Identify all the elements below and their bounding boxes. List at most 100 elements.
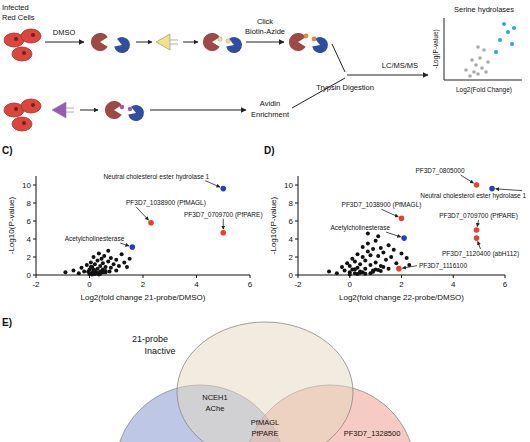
label: -Log(P-value) [432,29,440,68]
label: Biotin-Azide [245,27,285,36]
point [112,262,116,266]
parasite [31,33,35,37]
y-tick-label: 8 [27,199,32,208]
y-tick-label: 6 [289,217,294,226]
point [106,260,110,264]
x-tick-label: 2 [399,280,404,289]
annotation: Neutral cholesterol ester hydrolase 1 [420,192,526,200]
label: Serine hydrolases [454,5,514,14]
point [120,252,124,256]
point [106,249,110,253]
label: LC/MS/MS [382,61,418,70]
y-axis [36,176,37,275]
label: Log2(Fold Change) [456,86,512,94]
icon-dot [506,30,510,34]
point [114,258,118,262]
probe [52,102,66,118]
bound-probe [128,107,132,111]
y-tick [295,275,298,276]
red-cell [12,117,32,131]
arrow [347,74,428,75]
y-tick-label: 0 [27,271,32,280]
icon-dot [484,70,488,74]
y-tick [33,257,36,258]
point [387,267,391,271]
icon-dot [476,72,480,76]
icon-dot [472,70,476,74]
annotation-arrow [136,207,149,220]
red-cell [21,99,41,113]
point [381,251,385,255]
point [97,273,101,277]
point [63,270,67,274]
y-tick [33,239,36,240]
venn-item: AChe [206,404,225,413]
annotation: PF3D7_0709700 (PfPARE) [439,212,518,220]
point [396,266,402,272]
y-tick [295,185,298,186]
label: Click [257,17,273,26]
y-tick-label: 4 [289,235,294,244]
y-tick-label: 4 [27,235,32,244]
point [384,258,388,262]
point [108,269,112,273]
red-cell [21,29,41,43]
annotation-arrow [120,243,129,246]
label: Infected [2,3,29,12]
point [376,234,380,238]
x-tick-label: 6 [503,280,508,289]
point [130,244,136,250]
biotin [312,37,317,42]
point [363,267,367,271]
y-tick [33,203,36,204]
x-tick [196,275,197,278]
venn-set-label: Inactive [144,346,175,356]
point [97,251,101,255]
parasite [22,121,26,125]
x-tick-label: 0 [348,280,353,289]
point [401,235,407,241]
venn-item: PfMAGL [251,418,279,427]
point [101,261,105,265]
y-tick-label: 10 [284,181,293,190]
point [376,254,380,258]
point [101,270,105,274]
figure: InfectedRed CellsDMSOClickBiotin-AzideAv… [0,0,530,442]
x-tick-label: -2 [32,280,40,289]
arrow [246,41,284,42]
x-tick-label: -2 [294,280,302,289]
point [387,243,391,247]
point [89,265,93,269]
y-tick [295,257,298,258]
label: DMSO [53,28,76,37]
panel-label: C) [2,145,13,156]
y-axis-title: -Log10(P-value) [7,196,16,254]
enzyme [105,101,122,119]
x-tick-label: 4 [451,280,456,289]
venn-item: NCEH1 [202,393,227,402]
point [366,232,370,236]
icon-dot [482,48,486,52]
arrow [45,41,84,42]
icon-dot [468,74,472,78]
annotation: Acetylcholinesterase [330,224,390,232]
point [90,273,94,277]
icon-dot [494,50,498,54]
icon-dot [480,66,484,70]
plot-area [63,186,226,277]
point [356,252,360,256]
enzyme [127,103,146,123]
point [389,255,393,259]
point [358,271,362,275]
point [371,270,375,274]
point [371,247,375,251]
point [79,266,83,270]
biotin [304,34,309,39]
point [381,265,385,269]
icon-dot [478,56,482,60]
arrow [136,42,152,43]
annotation: PF3D7_1038900 (PfMAGL) [342,201,422,209]
probe-tail [66,108,74,109]
point [376,268,380,272]
x-tick-label: 6 [248,280,253,289]
